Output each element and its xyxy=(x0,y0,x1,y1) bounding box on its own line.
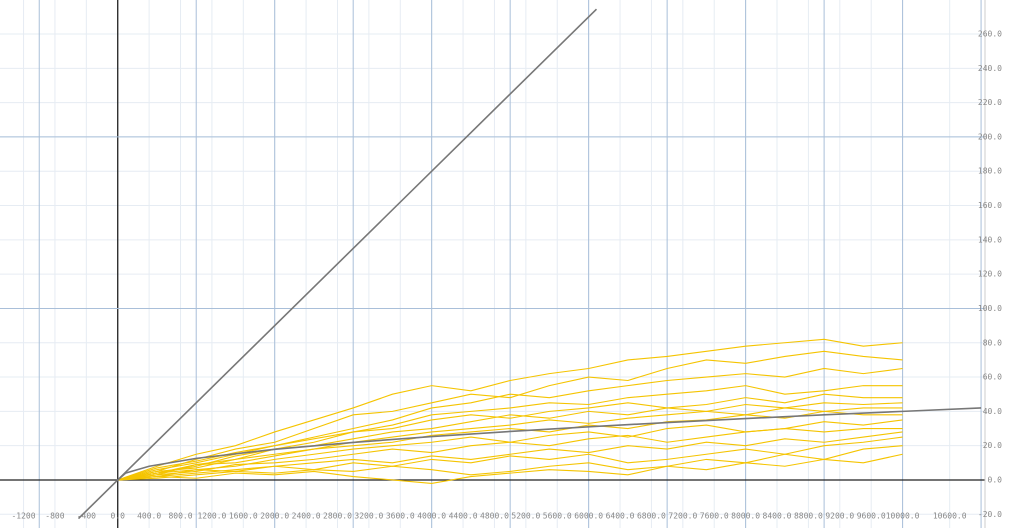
series-line xyxy=(117,407,903,481)
series-line xyxy=(117,367,903,481)
x-tick-label: -1200 xyxy=(11,512,35,521)
tick-labels: -1200 -800 -400 0.0 400.0 800.0 1200.0 1600.0 20… xyxy=(11,30,1002,521)
x-tick-label: 1200.0 xyxy=(197,512,226,521)
y-tick-label: 200.0 xyxy=(978,132,1002,141)
series-line xyxy=(117,445,903,481)
y-tick-label: 180.0 xyxy=(978,167,1002,176)
x-tick-label: 6000.0 xyxy=(574,512,603,521)
y-tick-label: -20.0 xyxy=(978,510,1002,519)
x-tick-label: 1600.0 xyxy=(229,512,258,521)
x-tick-label: 2000.0 xyxy=(260,512,289,521)
y-tick-label: 40.0 xyxy=(983,407,1002,416)
x-tick-label: 9600.0 xyxy=(857,512,886,521)
x-tick-label: 400.0 xyxy=(137,512,161,521)
series-line xyxy=(117,393,903,481)
series-line xyxy=(117,407,982,481)
series-line xyxy=(117,427,903,481)
x-tick-label: 800.0 xyxy=(168,512,192,521)
y-tick-label: 260.0 xyxy=(978,30,1002,39)
y-tick-label: 220.0 xyxy=(978,98,1002,107)
plot-area xyxy=(77,8,982,520)
x-tick-label: 2400.0 xyxy=(292,512,321,521)
series-line xyxy=(117,338,903,481)
x-tick-label: 10600.0 xyxy=(933,512,967,521)
x-tick-label: 8000.0 xyxy=(731,512,760,521)
x-tick-label: 6800.0 xyxy=(637,512,666,521)
series-line xyxy=(117,431,903,481)
x-tick-label: -800 xyxy=(45,512,64,521)
x-tick-label: 8800.0 xyxy=(794,512,823,521)
y-tick-label: 20.0 xyxy=(983,441,1002,450)
x-tick-label: 7200.0 xyxy=(668,512,697,521)
y-tick-label: 120.0 xyxy=(978,270,1002,279)
x-tick-label: 6400.0 xyxy=(606,512,635,521)
series-line xyxy=(117,350,903,481)
y-tick-label: 0.0 xyxy=(988,475,1003,484)
series-line xyxy=(117,453,903,484)
series-line xyxy=(77,8,598,520)
x-tick-label: 2800.0 xyxy=(323,512,352,521)
x-tick-label: 0.0 xyxy=(111,512,126,521)
x-tick-label: 5600.0 xyxy=(543,512,572,521)
x-tick-label: 4400.0 xyxy=(449,512,478,521)
y-tick-label: 80.0 xyxy=(983,338,1002,347)
y-tick-label: 160.0 xyxy=(978,201,1002,210)
x-tick-label: 5200.0 xyxy=(511,512,540,521)
x-tick-label: 10000.0 xyxy=(886,512,920,521)
x-tick-label: 4000.0 xyxy=(417,512,446,521)
y-tick-label: 140.0 xyxy=(978,235,1002,244)
x-tick-label: 7600.0 xyxy=(700,512,729,521)
x-tick-label: 9200.0 xyxy=(825,512,854,521)
x-tick-label: -400 xyxy=(77,512,96,521)
grid xyxy=(0,0,986,528)
y-tick-label: 100.0 xyxy=(978,304,1002,313)
y-tick-label: 60.0 xyxy=(983,373,1002,382)
x-tick-label: 3600.0 xyxy=(386,512,415,521)
x-tick-label: 4800.0 xyxy=(480,512,509,521)
y-tick-label: 240.0 xyxy=(978,64,1002,73)
series-line xyxy=(117,385,903,481)
x-tick-label: 8400.0 xyxy=(763,512,792,521)
x-tick-label: 3200.0 xyxy=(354,512,383,521)
series-line xyxy=(117,402,903,481)
series-line xyxy=(117,436,903,481)
